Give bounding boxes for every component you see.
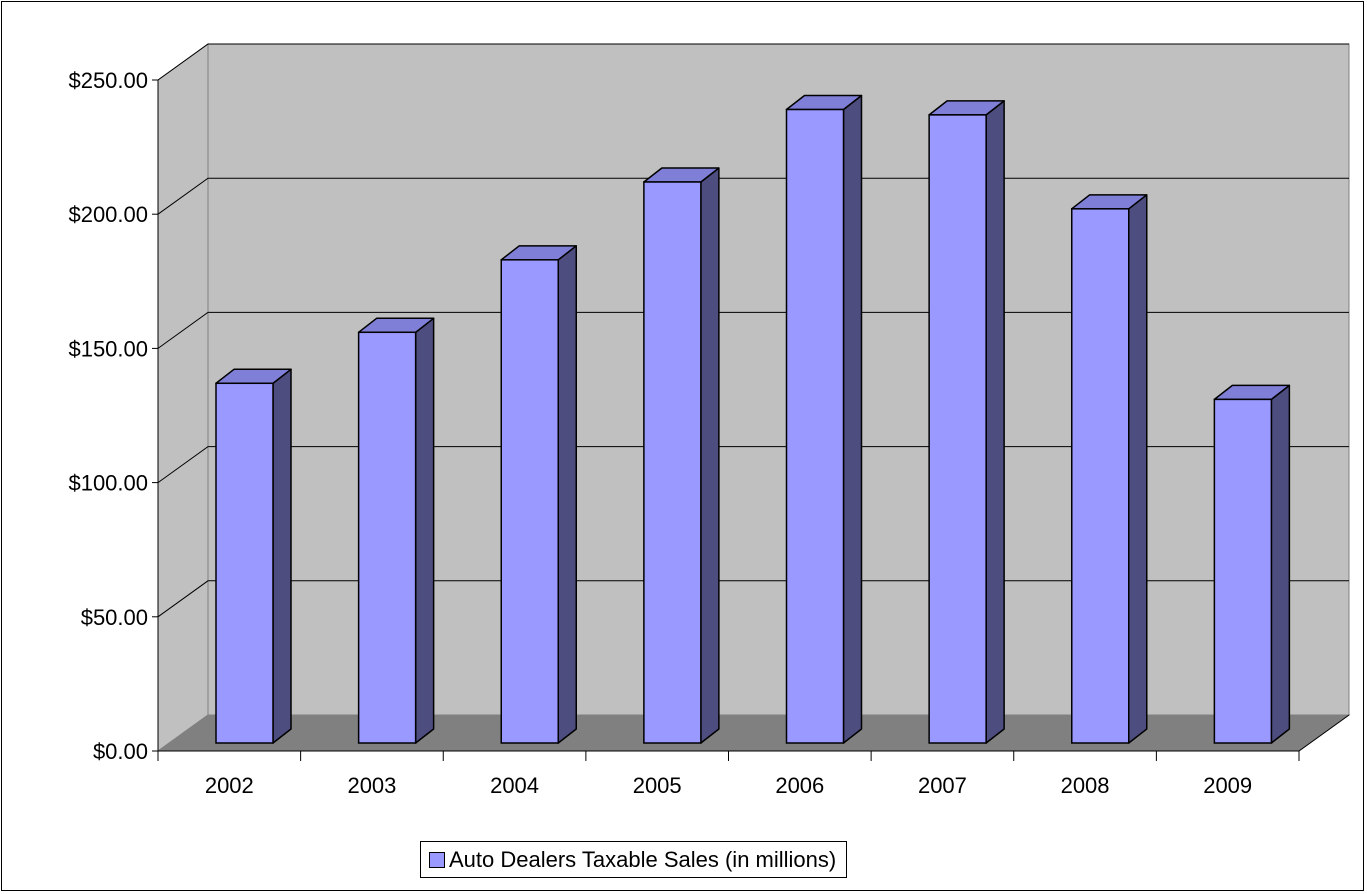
y-tick-label: $0.00 [93, 739, 148, 764]
gridline [157, 43, 1349, 81]
bar-side [1270, 384, 1291, 744]
floor [156, 714, 1351, 752]
bar [1213, 398, 1273, 744]
bar [785, 108, 845, 744]
legend-swatch [429, 851, 445, 868]
floor-edge [1298, 714, 1350, 752]
x-tick-label: 2009 [1203, 773, 1252, 798]
bar [1071, 208, 1130, 744]
legend-label: Auto Dealers Taxable Sales (in millions) [449, 846, 837, 872]
y-tick-label: $100.00 [68, 471, 148, 496]
bar-side [1128, 194, 1148, 744]
bar-side [557, 245, 577, 744]
bar [357, 331, 417, 744]
x-tick-label: 2002 [205, 773, 254, 798]
bar-side [700, 167, 720, 744]
bar [928, 114, 987, 744]
y-tick-label: $50.00 [81, 605, 148, 630]
x-tick-label: 2004 [490, 773, 539, 798]
bar-side [414, 317, 435, 744]
x-tick-label: 2007 [918, 773, 967, 798]
y-tick-label: $150.00 [68, 336, 148, 361]
bar [643, 181, 702, 744]
x-tick-label: 2006 [775, 773, 824, 798]
x-tick-label: 2005 [633, 773, 682, 798]
x-tick-label: 2008 [1061, 773, 1110, 798]
bar [500, 259, 559, 744]
bar-side [272, 368, 292, 744]
bar-side [985, 100, 1005, 744]
legend: Auto Dealers Taxable Sales (in millions) [420, 841, 848, 878]
x-tick-label: 2003 [347, 773, 396, 798]
bar-side [842, 94, 863, 744]
side-wall [157, 43, 209, 752]
y-tick-label: $200.00 [68, 202, 148, 227]
y-tick-label: $250.00 [68, 68, 148, 93]
bar [215, 382, 274, 744]
